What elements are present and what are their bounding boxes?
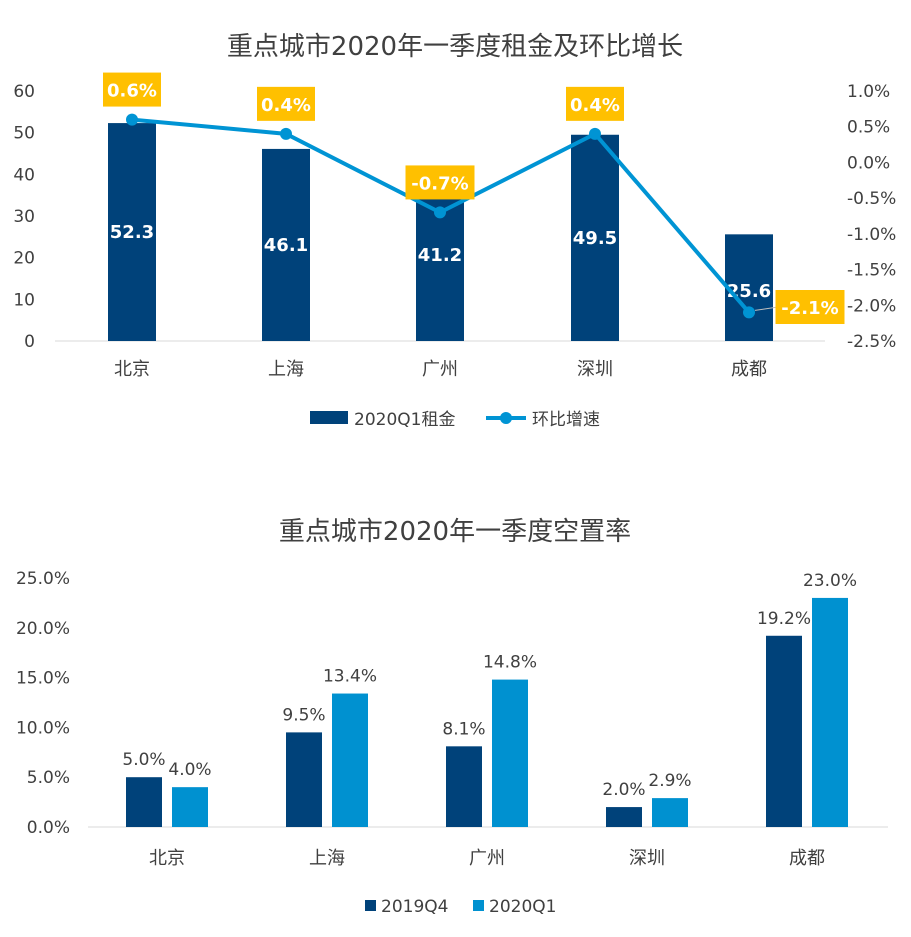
left-axis-tick: 20 [13,249,35,269]
chart1-title: 重点城市2020年一季度租金及环比增长 [227,32,683,62]
legend-label: 2020Q1 [489,897,556,917]
vacancy-bar-2020Q1 [812,597,848,827]
label-leader-line [754,306,779,311]
growth-label: 0.4% [261,95,311,116]
right-axis-tick: -1.5% [847,261,896,281]
rent-bar-label: 49.5 [573,228,617,249]
vacancy-bar-label: 9.5% [282,705,325,725]
y-axis-tick: 10.0% [16,718,70,738]
left-axis-tick: 0 [24,332,35,352]
x-tick-label: 成都 [789,848,825,869]
vacancy-bar-2020Q1 [332,693,368,827]
y-axis-tick: 25.0% [16,569,70,589]
growth-label-box [405,165,475,200]
right-axis-tick: -2.0% [847,296,896,316]
x-tick-label: 成都 [731,359,767,380]
x-tick-label: 上海 [268,359,304,380]
growth-label: -2.1% [781,298,838,319]
vacancy-bar-2019Q4 [286,732,322,827]
vacancy-bar-label: 8.1% [442,719,485,739]
vacancy-bar-2019Q4 [126,777,162,827]
y-axis-tick: 15.0% [16,669,70,689]
growth-point [280,127,292,140]
x-tick-label: 广州 [469,848,505,869]
rent-bar-label: 46.1 [264,235,308,256]
vacancy-bar-label: 19.2% [757,609,811,629]
legend-line-label: 环比增速 [532,410,600,430]
growth-label: 0.4% [570,95,620,116]
legend-swatch [365,900,376,911]
right-axis-tick: -2.5% [847,332,896,352]
chart2-title: 重点城市2020年一季度空置率 [279,517,631,547]
right-axis-tick: 1.0% [847,82,890,102]
rent-bar [108,123,156,341]
vacancy-bar-2020Q1 [172,787,208,827]
growth-label: 0.6% [107,81,157,102]
x-tick-label: 上海 [309,848,345,869]
y-axis-tick: 20.0% [16,619,70,639]
vacancy-bar-label: 2.0% [602,780,645,800]
growth-point [434,206,446,219]
left-axis-tick: 50 [13,124,35,144]
x-tick-label: 北京 [114,359,150,380]
y-axis-tick: 0.0% [27,818,70,838]
growth-label-box [103,72,161,107]
legend-label: 2019Q4 [381,897,448,917]
vacancy-bar-label: 2.9% [648,771,691,791]
left-axis-tick: 60 [13,82,35,102]
legend-bar-swatch [310,411,348,424]
vacancy-bar-2019Q4 [766,635,802,827]
rent-bar [725,234,773,341]
growth-label-box [257,86,315,121]
legend-line-marker [500,412,512,424]
rent-bar [571,134,619,341]
legend-bar-label: 2020Q1租金 [354,410,455,430]
right-axis-tick: 0.0% [847,153,890,173]
rent-bar [262,148,310,341]
growth-label-box [775,290,845,324]
x-tick-label: 广州 [422,359,458,380]
growth-point [126,113,138,126]
left-axis-tick: 30 [13,207,35,227]
vacancy-bar-2019Q4 [606,807,642,827]
growth-label: -0.7% [411,173,468,194]
vacancy-bar-label: 5.0% [122,750,165,770]
growth-point [743,306,755,319]
vacancy-bar-2020Q1 [652,798,688,827]
vacancy-bar-2020Q1 [492,679,528,827]
right-axis-tick: -0.5% [847,189,896,209]
left-axis-tick: 10 [13,290,35,310]
vacancy-bar-label: 14.8% [483,653,537,673]
x-tick-label: 深圳 [629,848,665,869]
left-axis-tick: 40 [13,165,35,185]
rent-bar-label: 41.2 [418,245,462,266]
right-axis-tick: 0.5% [847,118,890,138]
x-tick-label: 北京 [149,848,185,869]
x-tick-label: 深圳 [577,359,613,380]
vacancy-bar-label: 23.0% [803,571,857,591]
rent-bar-label: 52.3 [110,222,154,243]
y-axis-tick: 5.0% [27,768,70,788]
legend-swatch [473,900,484,911]
vacancy-bar-label: 4.0% [168,760,211,780]
growth-label-box [566,86,624,121]
right-axis-tick: -1.0% [847,225,896,245]
growth-point [589,127,601,140]
vacancy-bar-label: 13.4% [323,667,377,687]
vacancy-bar-2019Q4 [446,746,482,827]
